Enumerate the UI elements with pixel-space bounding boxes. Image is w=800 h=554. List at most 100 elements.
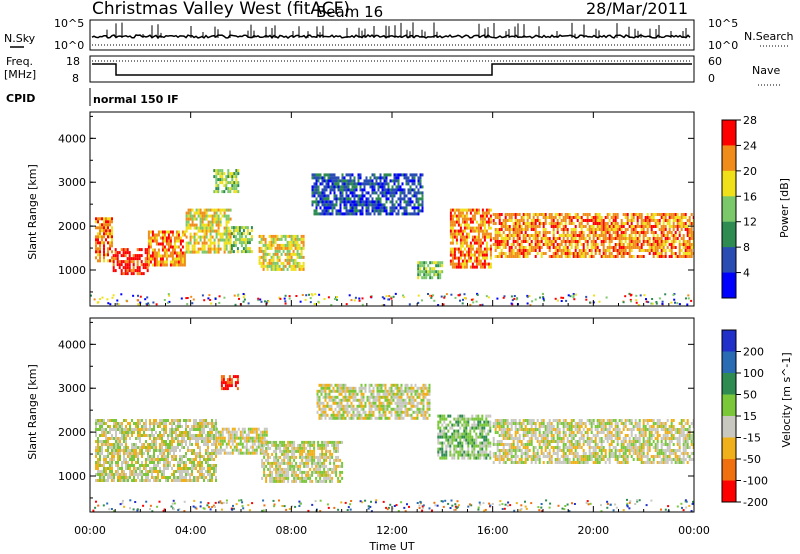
echo-cell	[369, 179, 372, 183]
echo-cell	[365, 179, 368, 183]
echo-cell	[115, 434, 117, 437]
echo-cell	[331, 452, 334, 456]
echo-cell	[133, 470, 135, 473]
echo-cell	[678, 246, 681, 249]
echo-cell	[367, 206, 370, 210]
echo-cell	[117, 446, 119, 449]
echo-cell	[153, 260, 156, 264]
echo-cell	[556, 243, 559, 246]
echo-cell	[240, 235, 243, 239]
echo-cell	[247, 430, 250, 434]
echo-cell	[686, 225, 689, 228]
echo-cell	[278, 249, 281, 253]
echo-cell	[215, 175, 218, 179]
echo-cell	[105, 437, 107, 440]
echo-cell	[285, 461, 288, 465]
echo-cell	[159, 419, 161, 422]
echo-cell	[95, 455, 97, 458]
echo-cell	[271, 470, 274, 474]
echo-cell	[293, 467, 296, 471]
echo-cell	[153, 479, 155, 482]
echo-cell	[173, 236, 176, 240]
echo-cell	[279, 476, 282, 480]
echo-cell	[417, 206, 420, 210]
echo-cell	[331, 479, 334, 483]
echo-cell	[167, 239, 170, 243]
echo-cell	[678, 216, 681, 219]
scatter-cell	[107, 302, 110, 305]
echo-cell	[481, 232, 484, 236]
echo-cell	[389, 194, 392, 198]
echo-cell	[171, 254, 174, 258]
echo-cell	[163, 254, 166, 258]
echo-cell	[365, 209, 368, 213]
echo-cell	[301, 455, 304, 459]
echo-cell	[163, 419, 165, 422]
echo-cell	[431, 276, 434, 280]
echo-cell	[244, 235, 247, 239]
echo-cell	[117, 428, 119, 431]
echo-cell	[191, 452, 193, 455]
echo-cell	[259, 445, 262, 449]
echo-cell	[317, 173, 320, 177]
scatter-cell	[673, 298, 676, 301]
echo-cell	[147, 428, 149, 431]
echo-cell	[351, 209, 354, 213]
echo-cell	[524, 252, 527, 255]
echo-cell	[143, 428, 145, 431]
echo-cell	[107, 440, 109, 443]
echo-cell	[197, 437, 199, 440]
echo-cell	[227, 220, 230, 224]
echo-cell	[582, 237, 585, 240]
echo-cell	[604, 255, 607, 258]
echo-cell	[514, 255, 517, 258]
echo-cell	[405, 176, 408, 180]
echo-cell	[315, 176, 318, 180]
echo-cell	[522, 246, 525, 249]
echo-cell	[153, 449, 155, 452]
echo-cell	[335, 185, 338, 189]
echo-cell	[556, 219, 559, 222]
echo-cell	[187, 220, 190, 224]
echo-cell	[337, 476, 340, 480]
echo-cell	[455, 208, 458, 212]
echo-cell	[129, 431, 131, 434]
echo-cell	[296, 252, 299, 256]
echo-cell	[235, 172, 238, 176]
scatter-cell	[278, 296, 281, 299]
echo-cell	[143, 464, 145, 467]
echo-cell	[103, 461, 105, 464]
echo-cell	[135, 452, 137, 455]
echo-cell	[130, 269, 133, 273]
echo-cell	[453, 214, 456, 218]
echo-cell	[455, 262, 458, 266]
echo-cell	[203, 431, 205, 434]
echo-cell	[588, 231, 591, 234]
echo-cell	[121, 479, 123, 482]
echo-cell	[209, 434, 211, 437]
echo-cell	[209, 464, 211, 467]
echo-cell	[668, 219, 671, 222]
echo-cell	[117, 455, 119, 458]
echo-cell	[323, 197, 326, 201]
echo-cell	[189, 232, 192, 236]
echo-cell	[489, 244, 492, 248]
echo-cell	[578, 255, 581, 258]
echo-cell	[606, 228, 609, 231]
echo-cell	[321, 479, 324, 483]
echo-cell	[189, 437, 191, 440]
echo-cell	[586, 252, 589, 255]
echo-cell	[157, 254, 160, 258]
echo-cell	[311, 191, 314, 195]
echo-cell	[429, 267, 432, 271]
echo-cell	[403, 173, 406, 177]
echo-cell	[379, 179, 382, 183]
echo-cell	[475, 238, 478, 242]
echo-cell	[335, 446, 338, 450]
echo-cell	[137, 434, 139, 437]
echo-cell	[421, 261, 424, 265]
scatter-cell	[388, 295, 391, 297]
echo-cell	[299, 461, 302, 465]
echo-cell	[137, 446, 139, 449]
echo-cell	[117, 467, 119, 470]
